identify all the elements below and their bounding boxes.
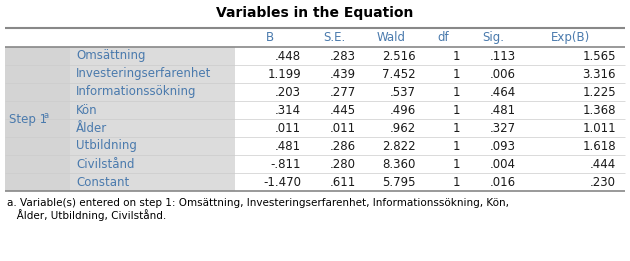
Text: 1.368: 1.368 [583,104,616,116]
Text: 7.452: 7.452 [382,68,416,80]
Text: .444: .444 [590,157,616,170]
Text: Sig.: Sig. [482,31,504,44]
Bar [235,65,625,83]
Text: .962: .962 [390,122,416,134]
Bar [70,173,235,191]
Text: Utbildning: Utbildning [76,139,137,152]
Text: Ålder, Utbildning, Civilstånd.: Ålder, Utbildning, Civilstånd. [7,209,166,221]
Text: a. Variable(s) entered on step 1: Omsättning, Investeringserfarenhet, Informatio: a. Variable(s) entered on step 1: Omsätt… [7,198,509,208]
Text: .448: .448 [275,50,301,62]
Text: .016: .016 [490,175,516,188]
Bar [235,101,625,119]
Text: .464: .464 [490,86,516,98]
Text: .314: .314 [275,104,301,116]
Text: S.E.: S.E. [323,31,345,44]
Text: .481: .481 [275,139,301,152]
Text: Constant: Constant [76,175,129,188]
Bar [235,137,625,155]
Text: .286: .286 [330,139,356,152]
Text: B: B [266,31,274,44]
Bar [5,137,70,155]
Text: 1.225: 1.225 [582,86,616,98]
Text: 5.795: 5.795 [382,175,416,188]
Text: 1.565: 1.565 [583,50,616,62]
Bar [5,83,70,101]
Text: Ålder: Ålder [76,122,107,134]
Text: .203: .203 [275,86,301,98]
Text: 1.618: 1.618 [582,139,616,152]
Bar [70,137,235,155]
Text: 1: 1 [452,86,460,98]
Text: 8.360: 8.360 [382,157,416,170]
Bar [5,47,70,65]
Text: .439: .439 [330,68,356,80]
Text: df: df [437,31,449,44]
Text: Omsättning: Omsättning [76,50,146,62]
Text: 1.199: 1.199 [267,68,301,80]
Text: 1: 1 [452,139,460,152]
Text: .011: .011 [330,122,356,134]
Text: -.811: -.811 [270,157,301,170]
Text: Informationssökning: Informationssökning [76,86,197,98]
Text: Civilstånd: Civilstånd [76,157,134,170]
Text: 1.011: 1.011 [582,122,616,134]
Bar [5,173,70,191]
Text: .537: .537 [390,86,416,98]
Text: 2.516: 2.516 [382,50,416,62]
Text: 3.316: 3.316 [583,68,616,80]
Text: .481: .481 [490,104,516,116]
Bar [70,83,235,101]
Text: 1: 1 [452,68,460,80]
Text: .611: .611 [329,175,356,188]
Text: .093: .093 [490,139,516,152]
Bar [235,47,625,65]
Text: Kön: Kön [76,104,98,116]
Text: 1: 1 [452,104,460,116]
Text: 1: 1 [452,50,460,62]
Bar [70,101,235,119]
Bar [5,28,625,47]
Bar [235,155,625,173]
Text: a: a [43,110,48,120]
Bar [70,47,235,65]
Bar [235,83,625,101]
Text: .445: .445 [330,104,356,116]
Text: -1.470: -1.470 [263,175,301,188]
Bar [5,101,70,119]
Text: .011: .011 [275,122,301,134]
Text: .277: .277 [329,86,356,98]
Text: .327: .327 [490,122,516,134]
Text: .006: .006 [490,68,516,80]
Bar [235,119,625,137]
Text: 1: 1 [452,175,460,188]
Text: Variables in the Equation: Variables in the Equation [216,6,414,20]
Text: .280: .280 [330,157,356,170]
Text: .004: .004 [490,157,516,170]
Bar [5,65,70,83]
Text: Exp(B): Exp(B) [551,31,591,44]
Bar [235,173,625,191]
Bar [70,65,235,83]
Text: .230: .230 [590,175,616,188]
Text: Wald: Wald [377,31,406,44]
Text: .283: .283 [330,50,356,62]
Bar [70,155,235,173]
Text: Step 1: Step 1 [9,112,47,126]
Bar [70,119,235,137]
Text: Investeringserfarenhet: Investeringserfarenhet [76,68,212,80]
Text: 1: 1 [452,157,460,170]
Text: .113: .113 [490,50,516,62]
Bar [5,155,70,173]
Bar [5,119,70,137]
Text: .496: .496 [390,104,416,116]
Text: 1: 1 [452,122,460,134]
Text: 2.822: 2.822 [382,139,416,152]
